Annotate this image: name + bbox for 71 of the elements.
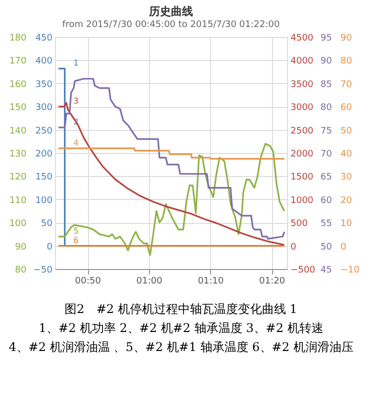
y2-tick-label: 0 (340, 242, 346, 252)
y2-tick-label: 60 (340, 103, 352, 114)
x-tick-label: 01:20 (259, 276, 286, 286)
y2-tick-label: 3500 (290, 80, 314, 90)
y-tick-label: 90 (320, 56, 332, 67)
y2-tick-label: 2500 (290, 126, 314, 136)
y3-tick-label: 110 (9, 196, 27, 206)
chart-title: 历史曲线 (148, 5, 193, 18)
y-tick-label: 300 (35, 103, 53, 114)
y2-tick-label: 70 (340, 80, 352, 90)
y-tick-label: 60 (320, 196, 332, 206)
y3-tick-label: 180 (9, 34, 27, 44)
chart-subtitle: from 2015/7/30 00:45:00 to 2015/7/30 01:22:00 (62, 20, 280, 30)
y2-tick-label: 20 (340, 196, 352, 206)
series-label: 1 (74, 58, 79, 68)
y-tick-label: 150 (35, 172, 53, 183)
y2-tick-label: 3000 (290, 103, 314, 114)
series-label: 4 (74, 138, 79, 148)
y-tick-label: 50 (41, 219, 53, 230)
y3-tick-label: 150 (9, 103, 27, 114)
caption: 图2 #2 机停机过程中轴瓦温度变化曲线 1 (64, 302, 298, 316)
series-label: 5 (74, 226, 79, 236)
y2-tick-label: 10 (340, 219, 352, 230)
y2-tick-label: 30 (340, 172, 352, 183)
y-tick-label: 70 (320, 150, 332, 160)
y-tick-label: 45 (320, 266, 332, 276)
y2-tick-label: 4000 (290, 56, 314, 67)
y-tick-label: 0 (46, 242, 53, 252)
y-tick-label: 50 (320, 242, 332, 252)
y-tick-label: 100 (35, 196, 53, 206)
text: 4、#2 机润滑油温 、5、#2 机#1 轴承温度 6、#2 机润滑油压 (8, 340, 354, 354)
y3-tick-label: 130 (9, 150, 27, 160)
y3-tick-label: 90 (15, 242, 27, 252)
y-tick-label: −50 (34, 266, 53, 276)
y2-tick-label: 4500 (290, 34, 314, 44)
series-label: 6 (74, 236, 79, 245)
y-tick-label: 450 (35, 34, 53, 44)
text: 1、#2 机功率 2、#2 机#2 轴承温度 3、#2 机转速 (38, 321, 324, 335)
y3-tick-label: 140 (9, 126, 27, 136)
y-tick-label: 95 (320, 34, 332, 44)
y2-tick-label: 80 (340, 56, 352, 67)
y2-tick-label: 1000 (290, 196, 314, 206)
y2-tick-label: 500 (290, 219, 308, 230)
y2-tick-label: 2000 (290, 150, 314, 160)
y-tick-label: 250 (35, 126, 53, 136)
y-tick-label: 400 (35, 56, 53, 67)
x-tick-label: 01:10 (198, 276, 224, 286)
y3-tick-label: 170 (9, 56, 27, 67)
y-tick-label: 75 (320, 126, 332, 136)
y3-tick-label: 100 (9, 219, 27, 230)
y-tick-label: 350 (35, 80, 53, 90)
y2-tick-label: −500 (290, 266, 316, 276)
y3-tick-label: 120 (9, 172, 27, 183)
x-tick-label: 01:00 (136, 276, 163, 286)
y2-tick-label: 0 (290, 242, 296, 252)
line-series (58, 148, 286, 160)
series-label: 3 (74, 96, 79, 106)
line-series (58, 102, 286, 246)
y-tick-label: 55 (320, 219, 332, 230)
y-tick-label: 65 (320, 172, 332, 183)
x-tick-label: 00:50 (75, 276, 102, 286)
y2-tick-label: 90 (340, 34, 352, 44)
y-tick-label: 85 (320, 80, 332, 90)
y-tick-label: 200 (35, 150, 53, 160)
y2-tick-label: 1500 (290, 172, 314, 183)
y2-tick-label: 50 (340, 126, 352, 136)
y2-tick-label: 40 (340, 150, 352, 160)
y2-tick-label: −10 (340, 266, 360, 276)
y-tick-label: 80 (320, 103, 332, 114)
y3-tick-label: 80 (15, 266, 27, 276)
y3-tick-label: 160 (9, 80, 27, 90)
